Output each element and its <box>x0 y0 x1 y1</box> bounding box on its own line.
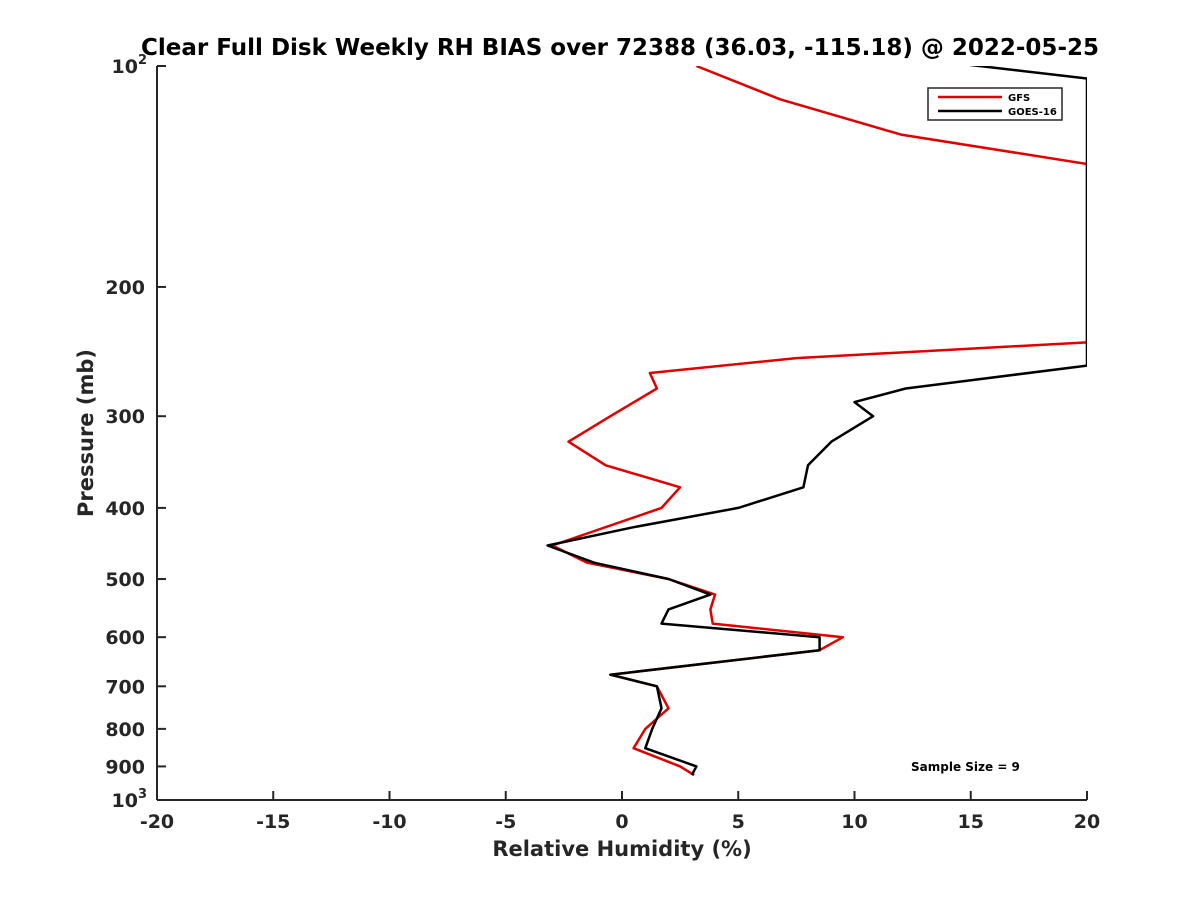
y-tick-label: 400 <box>105 498 145 520</box>
series-line-gfs <box>551 66 1087 777</box>
legend: GFS GOES-16 <box>927 87 1063 121</box>
legend-label-gfs: GFS <box>1008 93 1030 104</box>
y-tick-label: 700 <box>105 676 145 698</box>
y-tick-label: 600 <box>105 627 145 649</box>
y-tick-label: 500 <box>105 569 145 591</box>
x-tick-label: 15 <box>958 811 984 833</box>
axes <box>156 66 1087 801</box>
series-layer <box>546 66 1087 777</box>
sample-size-annotation: Sample Size = 9 <box>911 760 1020 774</box>
y-tick-label: 200 <box>105 277 145 299</box>
y-tick-label: 300 <box>105 406 145 428</box>
legend-label-goes16: GOES-16 <box>1008 107 1057 118</box>
x-tick-label: -15 <box>256 811 290 833</box>
series-line-goes16 <box>546 66 1087 776</box>
x-tick-label: -20 <box>140 811 174 833</box>
y-tick-label: 900 <box>105 756 145 778</box>
x-tick-label: -10 <box>372 811 406 833</box>
chart-title: Clear Full Disk Weekly RH BIAS over 7238… <box>141 35 1099 61</box>
y-ticks: 102 200 300 400 500 600 700 800 900 103 <box>105 53 166 812</box>
x-tick-label: 5 <box>732 811 745 833</box>
x-axis-label: Relative Humidity (%) <box>492 837 751 861</box>
y-axis-label: Pressure (mb) <box>74 349 98 517</box>
x-tick-label: 10 <box>841 811 867 833</box>
x-tick-label: -5 <box>495 811 516 833</box>
y-tick-label: 800 <box>105 719 145 741</box>
legend-box <box>927 87 1063 121</box>
x-ticks: -20 -15 -10 -5 0 5 10 15 20 <box>140 791 1100 833</box>
x-tick-label: 20 <box>1074 811 1100 833</box>
y-tick-label: 102 <box>112 53 148 78</box>
y-tick-label: 103 <box>112 787 148 812</box>
x-tick-label: 0 <box>615 811 628 833</box>
